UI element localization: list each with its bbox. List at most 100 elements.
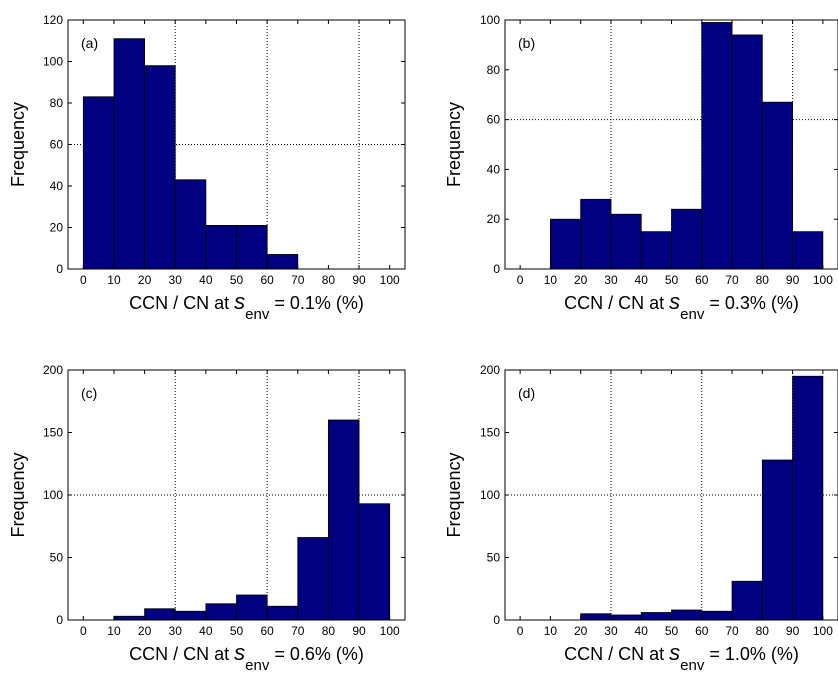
histogram-bar [297,537,329,621]
y-axis-label: Frequency [444,102,464,187]
x-axis-label-prefix: CCN / CN at [129,644,234,664]
histogram-bar [82,96,115,270]
x-axis-label-variable: s [234,640,245,665]
histogram-bar [671,208,703,270]
y-tick-label: 80 [50,96,64,110]
y-tick-label: 200 [480,363,500,377]
x-tick-label: 30 [169,273,183,287]
histogram-bar [701,610,733,621]
y-tick-label: 60 [50,138,64,152]
panel-label: (d) [518,385,535,401]
histogram-bar [610,213,642,270]
x-tick-label: 100 [813,624,833,638]
histogram-bar [236,225,268,270]
x-tick-label: 80 [756,273,770,287]
x-axis-label-suffix: = 0.6% (%) [269,644,364,664]
y-tick-label: 100 [480,488,500,502]
x-tick-label: 60 [695,273,709,287]
x-tick-label: 10 [544,624,558,638]
histogram-bar [671,609,703,621]
x-axis-label-variable: s [669,640,680,665]
histogram-bar [205,225,237,270]
x-tick-label: 70 [291,624,305,638]
chart-panel-2: 0 10 20 30 40 50 60 70 80 90 100 0 20 40 60 80 100 (b) Fre… [444,13,838,323]
x-tick-label: 20 [574,273,588,287]
x-axis-label: CCN / CN at senv = 0.1% (%) [129,289,364,323]
x-axis-label-prefix: CCN / CN at [564,644,669,664]
x-axis-label-subscript: env [245,306,270,323]
x-tick-label: 60 [260,273,274,287]
histogram-bar [610,614,642,621]
x-tick-label: 40 [635,273,649,287]
x-tick-label: 40 [199,624,213,638]
x-axis-label: CCN / CN at senv = 0.3% (%) [564,289,799,323]
panel-label: (b) [518,35,535,51]
x-tick-label: 0 [517,273,524,287]
x-axis-label-variable: s [669,289,680,314]
y-tick-label: 100 [480,13,500,27]
x-tick-label: 50 [230,273,244,287]
histogram-bar [731,34,763,270]
histogram-bar [640,231,672,270]
y-tick-label: 0 [56,262,63,276]
histogram-bar [358,503,391,621]
histogram-bar [761,101,793,270]
y-tick-label: 100 [43,55,63,69]
y-tick-label: 20 [50,221,64,235]
chart-panel-4: 0 10 20 30 40 50 60 70 80 90 100 0 50 100 150 200 (d) Fre… [444,363,838,674]
y-tick-label: 0 [56,613,63,627]
x-axis-label-suffix: = 0.3% (%) [704,293,799,313]
y-axis-label: Frequency [8,102,28,187]
histogram-bar [113,38,145,270]
x-tick-label: 50 [665,273,679,287]
x-axis-label-prefix: CCN / CN at [129,293,234,313]
y-tick-label: 60 [487,113,501,127]
y-tick-label: 120 [43,13,63,27]
chart-panel-3: 0 10 20 30 40 50 60 70 80 90 100 0 50 100 150 200 (c) Fre… [8,363,406,674]
x-axis-label: CCN / CN at senv = 0.6% (%) [129,640,364,674]
histogram-bar [328,419,360,621]
histogram-bar [236,594,268,621]
x-tick-label: 20 [138,624,152,638]
x-tick-label: 80 [322,273,336,287]
y-tick-label: 200 [43,363,63,377]
x-tick-label: 70 [725,273,739,287]
histogram-bar [113,615,145,621]
x-tick-label: 40 [635,624,649,638]
histogram-bar [580,198,612,270]
histogram-bar [580,613,612,621]
y-tick-label: 150 [43,426,63,440]
histogram-bar [266,605,299,621]
x-tick-label: 100 [380,273,400,287]
histogram-bar [640,612,672,621]
y-tick-label: 20 [487,212,501,226]
x-tick-label: 20 [574,624,588,638]
y-tick-label: 80 [487,63,501,77]
y-tick-label: 100 [43,488,63,502]
panel-label: (a) [81,35,98,51]
x-axis-label-prefix: CCN / CN at [564,293,669,313]
y-tick-label: 0 [493,613,500,627]
x-axis-label: CCN / CN at senv = 1.0% (%) [564,640,799,674]
y-tick-label: 40 [487,162,501,176]
x-tick-label: 0 [80,273,87,287]
x-tick-label: 70 [725,624,739,638]
histogram-bar [792,231,824,270]
x-tick-label: 10 [544,273,558,287]
x-tick-label: 50 [665,624,679,638]
histogram-bar [174,610,207,621]
y-tick-label: 50 [487,551,501,565]
x-tick-label: 90 [352,624,366,638]
panel-label: (c) [81,385,97,401]
x-tick-label: 0 [80,624,87,638]
x-tick-label: 90 [786,273,800,287]
x-tick-label: 30 [604,624,618,638]
histogram-bar [761,459,793,621]
histogram-bar [144,608,176,621]
x-axis-label-subscript: env [680,657,705,674]
x-tick-label: 10 [107,273,121,287]
x-tick-label: 50 [230,624,244,638]
x-tick-label: 90 [786,624,800,638]
